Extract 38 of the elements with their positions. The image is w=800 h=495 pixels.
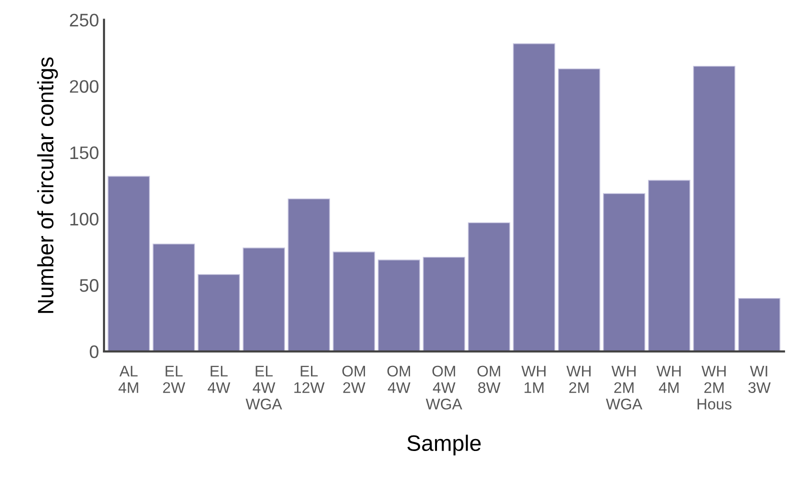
x-tick-label: OM 4W WGA xyxy=(426,366,462,410)
x-tick-label: WH 2M Hous xyxy=(698,366,732,410)
x-tick-label: EL 12W xyxy=(294,366,325,393)
x-tick-label: WH 1M xyxy=(521,366,546,393)
bar xyxy=(422,256,466,352)
bar xyxy=(242,248,286,352)
bar xyxy=(648,180,690,352)
x-tick-label: WH 2M xyxy=(566,366,591,393)
bar xyxy=(152,244,195,352)
x-tick-label: EL 4W WGA xyxy=(246,366,282,410)
x-tick-label: WH 4M xyxy=(656,366,681,393)
bar xyxy=(288,198,330,352)
x-tick-label: OM 4W xyxy=(387,366,410,393)
bar xyxy=(378,259,420,352)
bar xyxy=(738,298,780,352)
x-tick-label: WH 2M WGA xyxy=(606,366,642,410)
bar xyxy=(332,252,376,352)
bar xyxy=(602,193,646,352)
bar xyxy=(558,68,600,352)
x-tick-label: OM 2W xyxy=(342,366,366,393)
bar xyxy=(468,222,510,352)
y-tick-label: 50 xyxy=(80,279,98,292)
bar xyxy=(512,43,556,352)
x-tick-label: WI 3W xyxy=(748,366,771,394)
bar xyxy=(693,66,736,352)
bar xyxy=(108,176,150,352)
x-tick-label: EL 2W xyxy=(163,366,186,393)
x-axis-title: Sample xyxy=(407,434,481,456)
y-axis-title: Number of circular contigs xyxy=(37,57,58,313)
y-tick-label: 200 xyxy=(70,80,98,93)
x-tick-label: OM 8W xyxy=(477,366,500,394)
y-tick-label: 100 xyxy=(70,212,98,226)
x-tick-label: EL 4W xyxy=(208,366,230,393)
bar xyxy=(198,274,240,352)
y-tick-label: 150 xyxy=(70,146,98,160)
y-tick-label: 250 xyxy=(70,14,98,27)
x-tick-label: AL 4M xyxy=(118,366,138,393)
y-tick-label: 0 xyxy=(90,345,98,358)
